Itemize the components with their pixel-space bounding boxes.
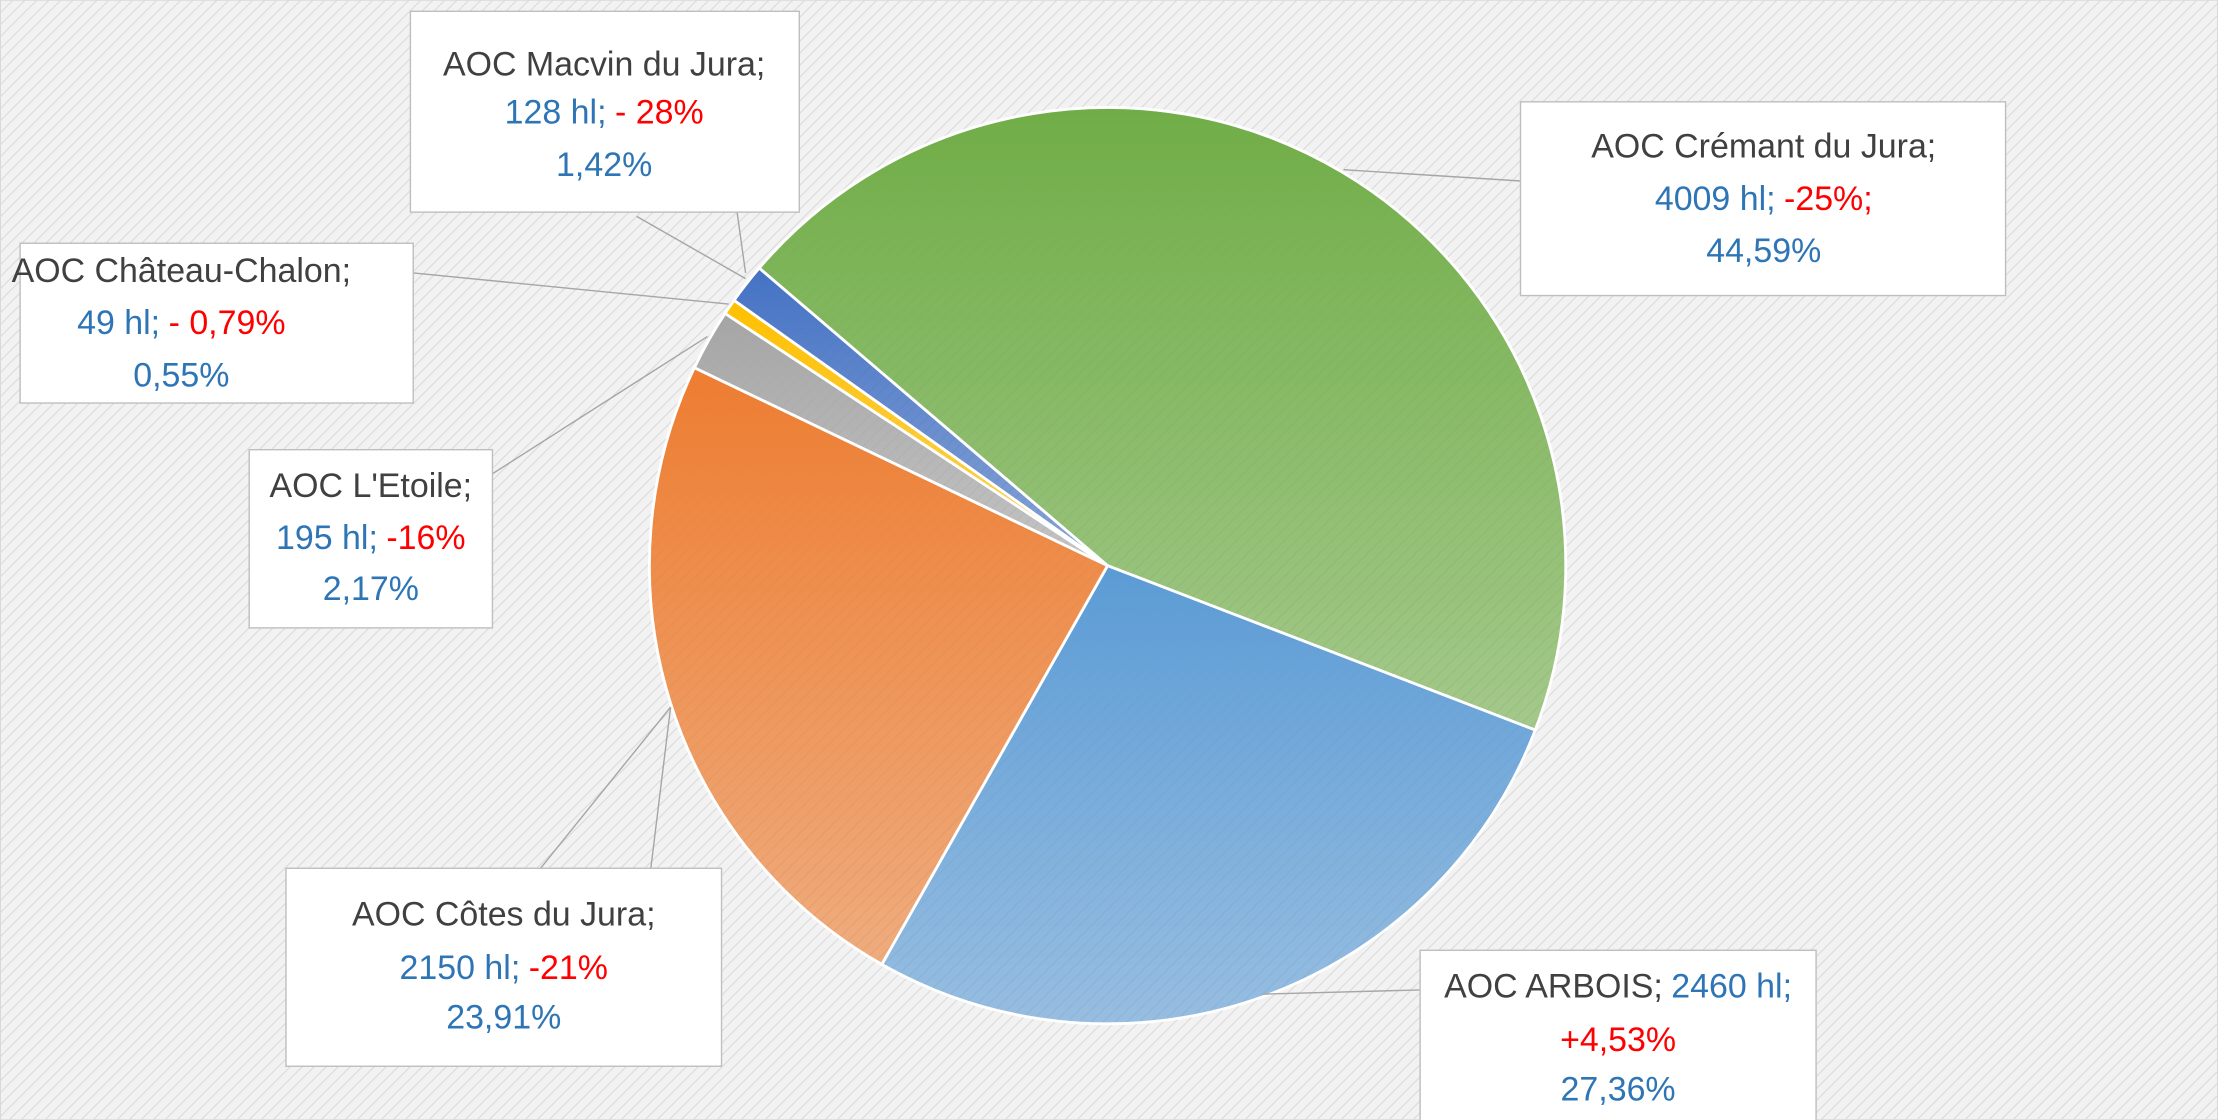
leader-lines — [413, 168, 1521, 995]
leader-line — [636, 212, 747, 280]
change: +4,53% — [1560, 1021, 1676, 1059]
volume: 4009 hl; — [1655, 180, 1776, 218]
leader-line — [1263, 989, 1421, 995]
value-label: 44,59% — [1706, 232, 1821, 270]
volume: 2460 hl; — [1671, 967, 1792, 1005]
data-label: AOC Côtes du Jura; 2150 hl; -21% 23,91% — [285, 867, 723, 1067]
label-box — [248, 448, 494, 629]
category-name: AOC Château-Chalon; — [12, 252, 351, 290]
value-label: 27,36% — [1561, 1071, 1676, 1109]
label-line: AOC ARBOIS; 2460 hl; — [1444, 967, 1792, 1005]
volume: 128 hl; — [505, 94, 607, 132]
volume: 195 hl; — [276, 519, 378, 557]
value-label: 23,91% — [446, 999, 561, 1037]
pie-slice — [757, 106, 1568, 732]
data-label: AOC L'Etoile; 195 hl; -16% 2,17% — [248, 448, 494, 629]
label-line: 195 hl; -16% — [276, 519, 466, 557]
pie-slice — [732, 266, 1109, 567]
change: - 28% — [615, 94, 704, 132]
label-line: 2150 hl; -21% — [400, 949, 608, 987]
data-label: AOC Château-Chalon; 49 hl; - 0,79% 0,55% — [12, 242, 414, 404]
data-label: AOC ARBOIS; 2460 hl; +4,53% 27,36% — [1419, 949, 1817, 1120]
change: - 0,79% — [169, 304, 286, 342]
leader-line — [1343, 168, 1521, 182]
category-name: AOC ARBOIS; — [1444, 967, 1663, 1005]
change: -25%; — [1784, 180, 1873, 218]
pie-slice — [648, 365, 1110, 967]
category-name: AOC Crémant du Jura; — [1591, 127, 1936, 165]
volume: 2150 hl; — [400, 949, 521, 987]
change: -16% — [386, 519, 465, 557]
data-label: AOC Macvin du Jura; 128 hl; - 28% 1,42% — [409, 10, 801, 213]
category-name: AOC L'Etoile; — [270, 467, 473, 505]
pie-slice — [879, 563, 1538, 1026]
leader-line — [539, 706, 672, 869]
pie — [648, 106, 1568, 1026]
leader-line — [492, 335, 708, 475]
label-line: 49 hl; - 0,79% — [77, 304, 285, 342]
label-box — [1419, 949, 1817, 1120]
label-box — [19, 242, 414, 404]
value-label: 2,17% — [323, 570, 419, 608]
label-box — [1519, 101, 2007, 297]
value-label: 1,42% — [556, 146, 652, 184]
label-line: 4009 hl; -25%; — [1655, 180, 1873, 218]
category-name: AOC Côtes du Jura; — [352, 895, 656, 933]
data-label: AOC Crémant du Jura; 4009 hl; -25%; 44,59% — [1519, 101, 2007, 297]
label-box — [409, 10, 801, 213]
category-name: AOC Macvin du Jura; — [443, 45, 765, 83]
volume: 49 hl; — [77, 304, 160, 342]
label-box — [285, 867, 723, 1067]
label-line: 128 hl; - 28% — [505, 94, 704, 132]
leader-line — [413, 272, 729, 305]
change: -21% — [529, 949, 608, 987]
value-label: 0,55% — [133, 357, 229, 395]
